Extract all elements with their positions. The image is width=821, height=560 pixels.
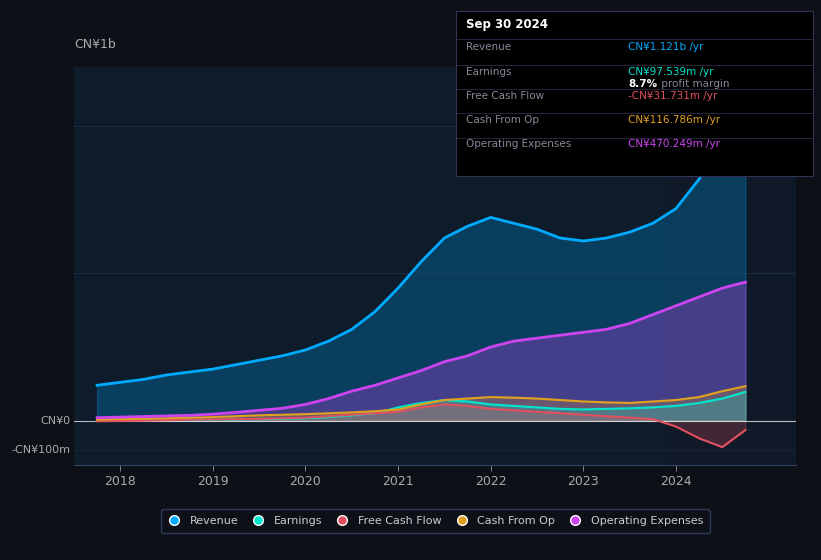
Legend: Revenue, Earnings, Free Cash Flow, Cash From Op, Operating Expenses: Revenue, Earnings, Free Cash Flow, Cash … bbox=[161, 510, 709, 533]
Text: Cash From Op: Cash From Op bbox=[466, 115, 539, 125]
Bar bbox=[667, 67, 796, 465]
Text: -CN¥100m: -CN¥100m bbox=[11, 445, 71, 455]
Text: Revenue: Revenue bbox=[466, 42, 511, 52]
Text: Sep 30 2024: Sep 30 2024 bbox=[466, 18, 548, 31]
Text: Operating Expenses: Operating Expenses bbox=[466, 139, 571, 150]
Text: Earnings: Earnings bbox=[466, 67, 511, 77]
Text: CN¥97.539m /yr: CN¥97.539m /yr bbox=[628, 67, 713, 77]
Text: CN¥470.249m /yr: CN¥470.249m /yr bbox=[628, 139, 720, 150]
Text: 8.7%: 8.7% bbox=[628, 79, 657, 89]
Text: CN¥1.121b /yr: CN¥1.121b /yr bbox=[628, 42, 704, 52]
Text: -CN¥31.731m /yr: -CN¥31.731m /yr bbox=[628, 91, 718, 101]
Text: CN¥0: CN¥0 bbox=[40, 416, 71, 426]
Text: profit margin: profit margin bbox=[658, 79, 730, 89]
Text: CN¥116.786m /yr: CN¥116.786m /yr bbox=[628, 115, 720, 125]
Text: Free Cash Flow: Free Cash Flow bbox=[466, 91, 544, 101]
Text: CN¥1b: CN¥1b bbox=[74, 38, 116, 52]
